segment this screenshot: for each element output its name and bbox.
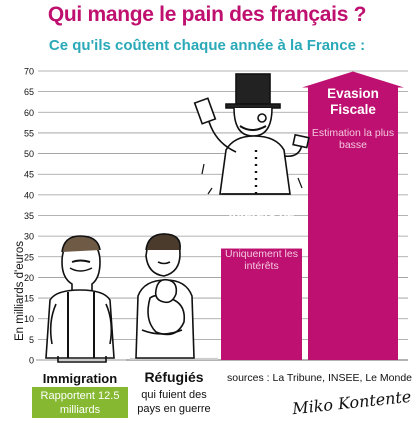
bar-3	[308, 87, 398, 360]
category-note-immigration: Rapportent 12.5 milliards	[32, 387, 128, 418]
y-tick-0: 0	[29, 356, 34, 366]
y-tick-55: 55	[24, 128, 34, 138]
chart-title: Qui mange le pain des français ?	[47, 3, 367, 26]
y-tick-30: 30	[24, 232, 34, 242]
y-tick-25: 25	[24, 252, 34, 262]
y-tick-50: 50	[24, 149, 34, 159]
y-tick-35: 35	[24, 211, 34, 221]
chart-subtitle: Ce qu'ils coûtent chaque année à la Fran…	[48, 37, 366, 54]
y-tick-15: 15	[24, 294, 34, 304]
refugee-father-child-icon	[135, 233, 195, 359]
y-tick-40: 40	[24, 190, 34, 200]
y-tick-5: 5	[29, 335, 34, 345]
evasion-arrow-head	[302, 71, 404, 88]
y-tick-70: 70	[24, 67, 34, 77]
y-tick-labels: 0 5 10 15 20 25 30 35 40 45 50 55 60 65 70	[24, 67, 34, 366]
tophat-capitalist-icon	[193, 73, 310, 196]
category-note-refugies: qui fuient des pays en guerre	[137, 389, 211, 415]
bar-0	[36, 359, 126, 361]
bar-2	[221, 248, 302, 360]
y-axis-label: En milliards d'euros	[14, 241, 26, 341]
y-tick-10: 10	[24, 314, 34, 324]
bar-note-interets: Uniquement les intérêts	[225, 248, 298, 272]
bar-label-evasion: Evasion Fiscale	[327, 86, 379, 117]
bar-label-interets: Intérêts de la dette	[228, 207, 295, 237]
y-tick-20: 20	[24, 273, 34, 283]
bars	[36, 87, 398, 361]
y-tick-60: 60	[24, 108, 34, 118]
y-tick-45: 45	[24, 170, 34, 180]
sources-note: sources : La Tribune, INSEE, Le Monde	[227, 372, 413, 384]
bar-1	[130, 357, 218, 360]
category-label-immigration: Immigration	[42, 371, 118, 386]
bar-note-evasion: Estimation la plus basse	[311, 127, 395, 151]
category-label-refugies: Réfugiés	[144, 369, 204, 385]
worker-man-icon	[45, 235, 115, 363]
y-tick-65: 65	[24, 87, 34, 97]
